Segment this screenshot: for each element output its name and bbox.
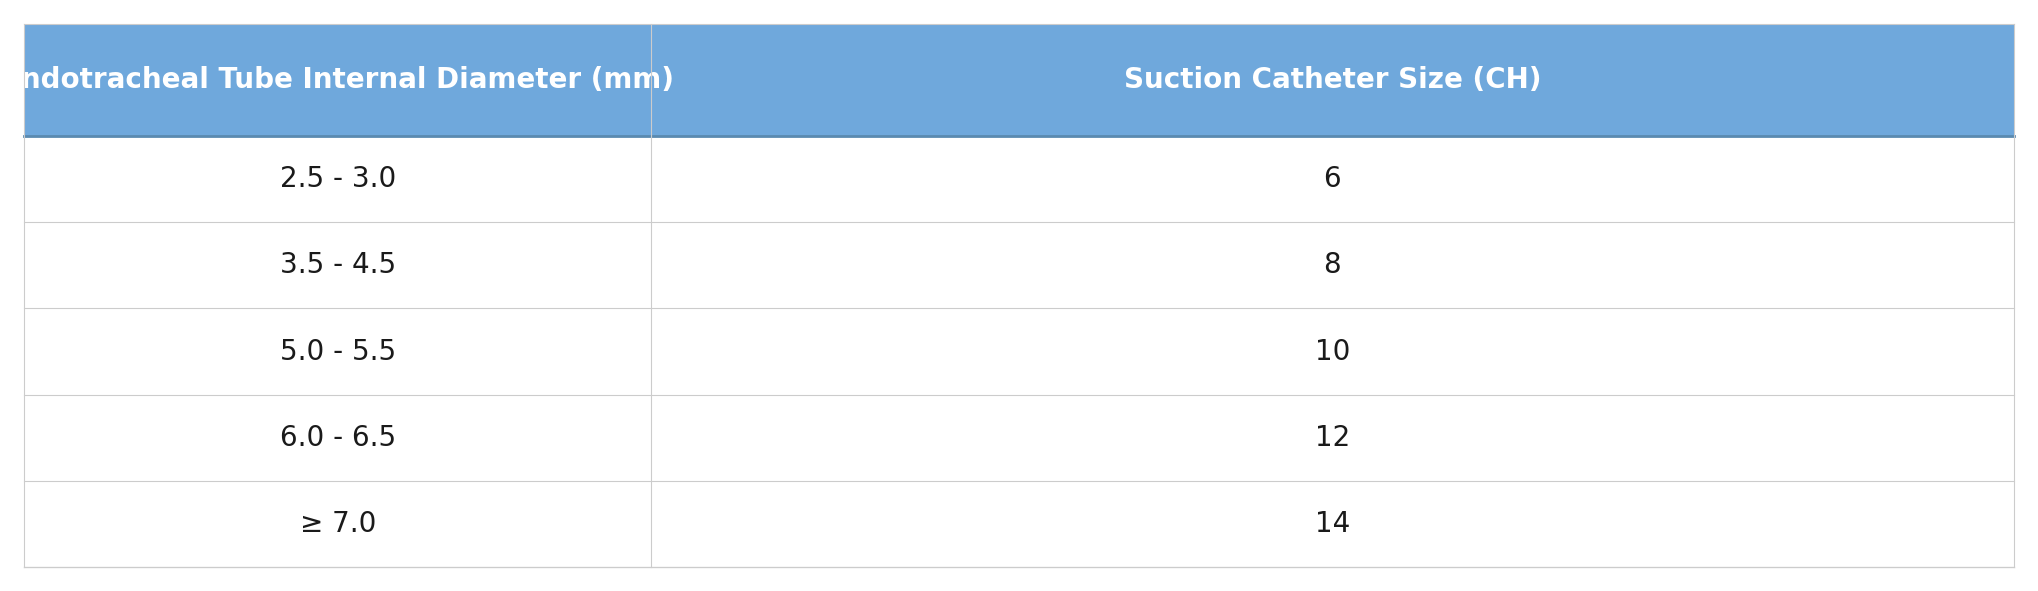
Text: 2.5 - 3.0: 2.5 - 3.0 [279, 165, 395, 193]
Text: Endotracheal Tube Internal Diameter (mm): Endotracheal Tube Internal Diameter (mm) [2, 66, 675, 94]
FancyBboxPatch shape [650, 481, 2014, 567]
Text: 10: 10 [1315, 337, 1349, 366]
Text: 14: 14 [1315, 510, 1349, 538]
Text: 12: 12 [1315, 424, 1349, 452]
FancyBboxPatch shape [24, 222, 650, 309]
Text: 6: 6 [1323, 165, 1341, 193]
Text: 6.0 - 6.5: 6.0 - 6.5 [279, 424, 395, 452]
FancyBboxPatch shape [650, 136, 2014, 222]
FancyBboxPatch shape [24, 136, 650, 222]
FancyBboxPatch shape [24, 24, 650, 136]
Text: 5.0 - 5.5: 5.0 - 5.5 [279, 337, 395, 366]
FancyBboxPatch shape [650, 395, 2014, 481]
FancyBboxPatch shape [650, 24, 2014, 136]
FancyBboxPatch shape [24, 395, 650, 481]
FancyBboxPatch shape [24, 481, 650, 567]
Text: ≥ 7.0: ≥ 7.0 [300, 510, 375, 538]
Text: 8: 8 [1323, 251, 1341, 280]
FancyBboxPatch shape [650, 309, 2014, 395]
FancyBboxPatch shape [24, 309, 650, 395]
Text: 3.5 - 4.5: 3.5 - 4.5 [279, 251, 395, 280]
Text: Suction Catheter Size (CH): Suction Catheter Size (CH) [1123, 66, 1541, 94]
FancyBboxPatch shape [650, 222, 2014, 309]
